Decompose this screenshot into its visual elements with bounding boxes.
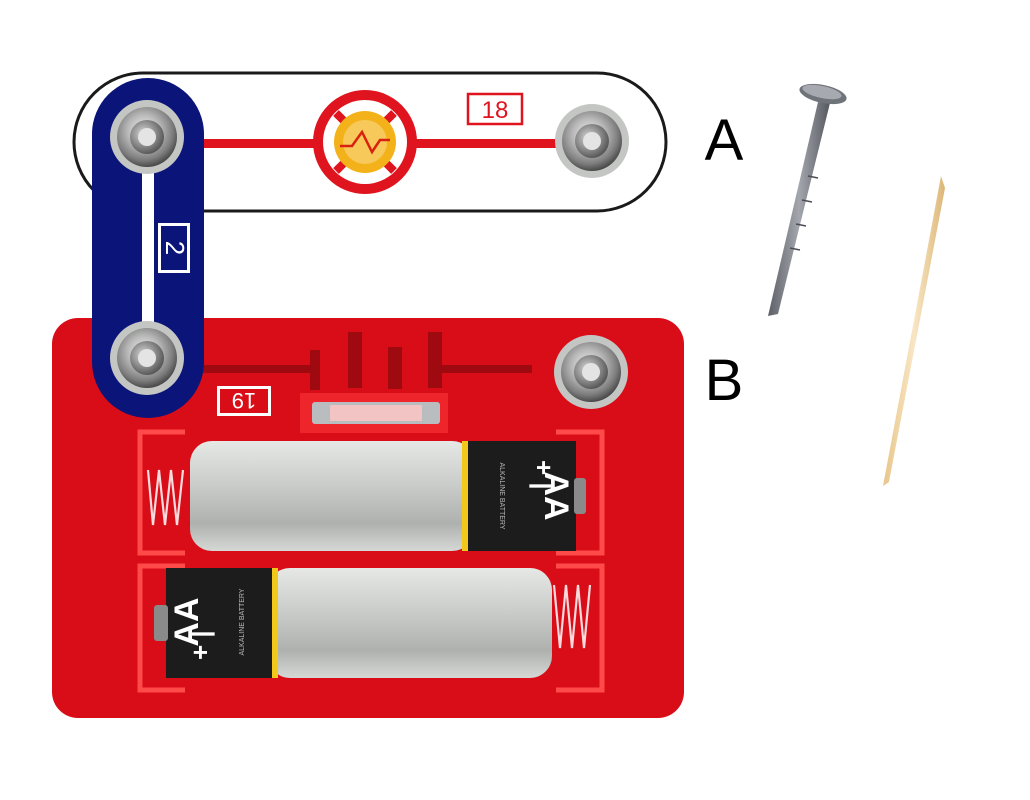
snap-wire-top-connector [110, 100, 184, 174]
snap-wire-center-line [142, 150, 154, 350]
battery-top-size: AA [537, 471, 575, 520]
lamp-module: 18 [72, 71, 668, 213]
toothpick-icon [883, 176, 945, 486]
battery-symbol [200, 332, 532, 390]
point-b-label: B [705, 348, 744, 413]
battery-compartments [137, 429, 605, 693]
point-a-label: A [705, 108, 744, 173]
snap-terminal-b [554, 335, 628, 409]
lamp-number-badge: 18 [466, 92, 524, 126]
battery-bottom-fine-print: ALKALINE BATTERY [239, 588, 246, 655]
battery-bottom-polarity: + | [185, 630, 215, 660]
battery-top-polarity: + | [529, 460, 559, 490]
fuse-icon [300, 393, 448, 433]
snap-wire: 2 [92, 78, 204, 418]
battery-holder: 19 AA + | ALKALINE BATTERY [52, 318, 684, 718]
battery-bottom: AA + | ALKALINE BATTERY [154, 568, 552, 678]
snap-terminal-a [555, 104, 629, 178]
battery-top: AA + | ALKALINE BATTERY [190, 441, 586, 551]
battery-top-fine-print: ALKALINE BATTERY [498, 462, 505, 529]
battery-bottom-size: AA [168, 597, 206, 646]
lamp-icon [313, 90, 417, 194]
spring-icon [146, 469, 592, 649]
lamp-number: 18 [482, 97, 509, 124]
nail-icon [768, 83, 847, 316]
snap-wire-bottom-connector [110, 321, 184, 395]
wire-number-badge: 2 [158, 223, 190, 273]
battery-number-badge: 19 [217, 386, 271, 416]
battery-number: 19 [232, 388, 256, 413]
wire-number: 2 [160, 241, 190, 255]
